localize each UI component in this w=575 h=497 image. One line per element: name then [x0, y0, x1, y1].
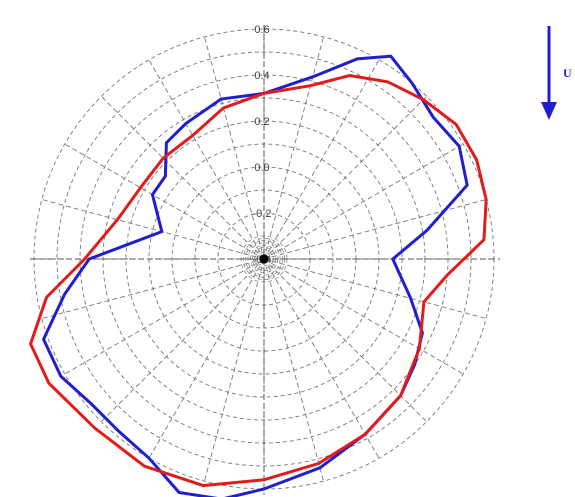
grid-spoke	[263, 36, 324, 260]
grid-spoke	[263, 143, 464, 260]
grid-spoke	[263, 59, 380, 260]
grid-spoke	[263, 258, 427, 422]
radial-tick-label: 0.6	[254, 24, 269, 36]
center-dot	[259, 254, 269, 264]
flow-direction-indicator: U	[541, 26, 572, 120]
grid-spoke	[148, 258, 265, 459]
grid-spoke	[64, 258, 265, 375]
grid-spoke	[148, 59, 265, 260]
flow-label: U	[563, 66, 572, 80]
grid-spoke	[101, 96, 265, 260]
radial-tick-label: -0.2	[253, 208, 272, 220]
grid-spoke	[263, 258, 487, 319]
radial-tick-labels: -0.4-0.20.00.20.40.6	[253, 24, 272, 266]
radial-tick-label: 0.4	[254, 70, 269, 82]
grid-spoke	[263, 258, 380, 459]
series-line-1	[41, 54, 469, 497]
grid-spoke	[263, 258, 324, 482]
series-line-2	[28, 74, 488, 488]
grid-spoke	[263, 96, 427, 260]
series-layer	[28, 54, 488, 497]
arrow-down-icon	[541, 102, 557, 120]
grid-spoke	[204, 36, 265, 260]
radial-tick-label: 0.0	[254, 162, 269, 174]
center-marker	[259, 254, 269, 264]
grid-spoke	[64, 143, 265, 260]
grid-spoke	[41, 258, 265, 319]
grid-spoke	[41, 199, 265, 260]
radial-tick-label: 0.2	[254, 116, 269, 128]
polar-grid	[30, 25, 500, 495]
grid-spoke	[101, 258, 265, 422]
grid-spoke	[263, 258, 464, 375]
grid-spoke	[204, 258, 265, 482]
grid-spoke	[263, 199, 487, 260]
